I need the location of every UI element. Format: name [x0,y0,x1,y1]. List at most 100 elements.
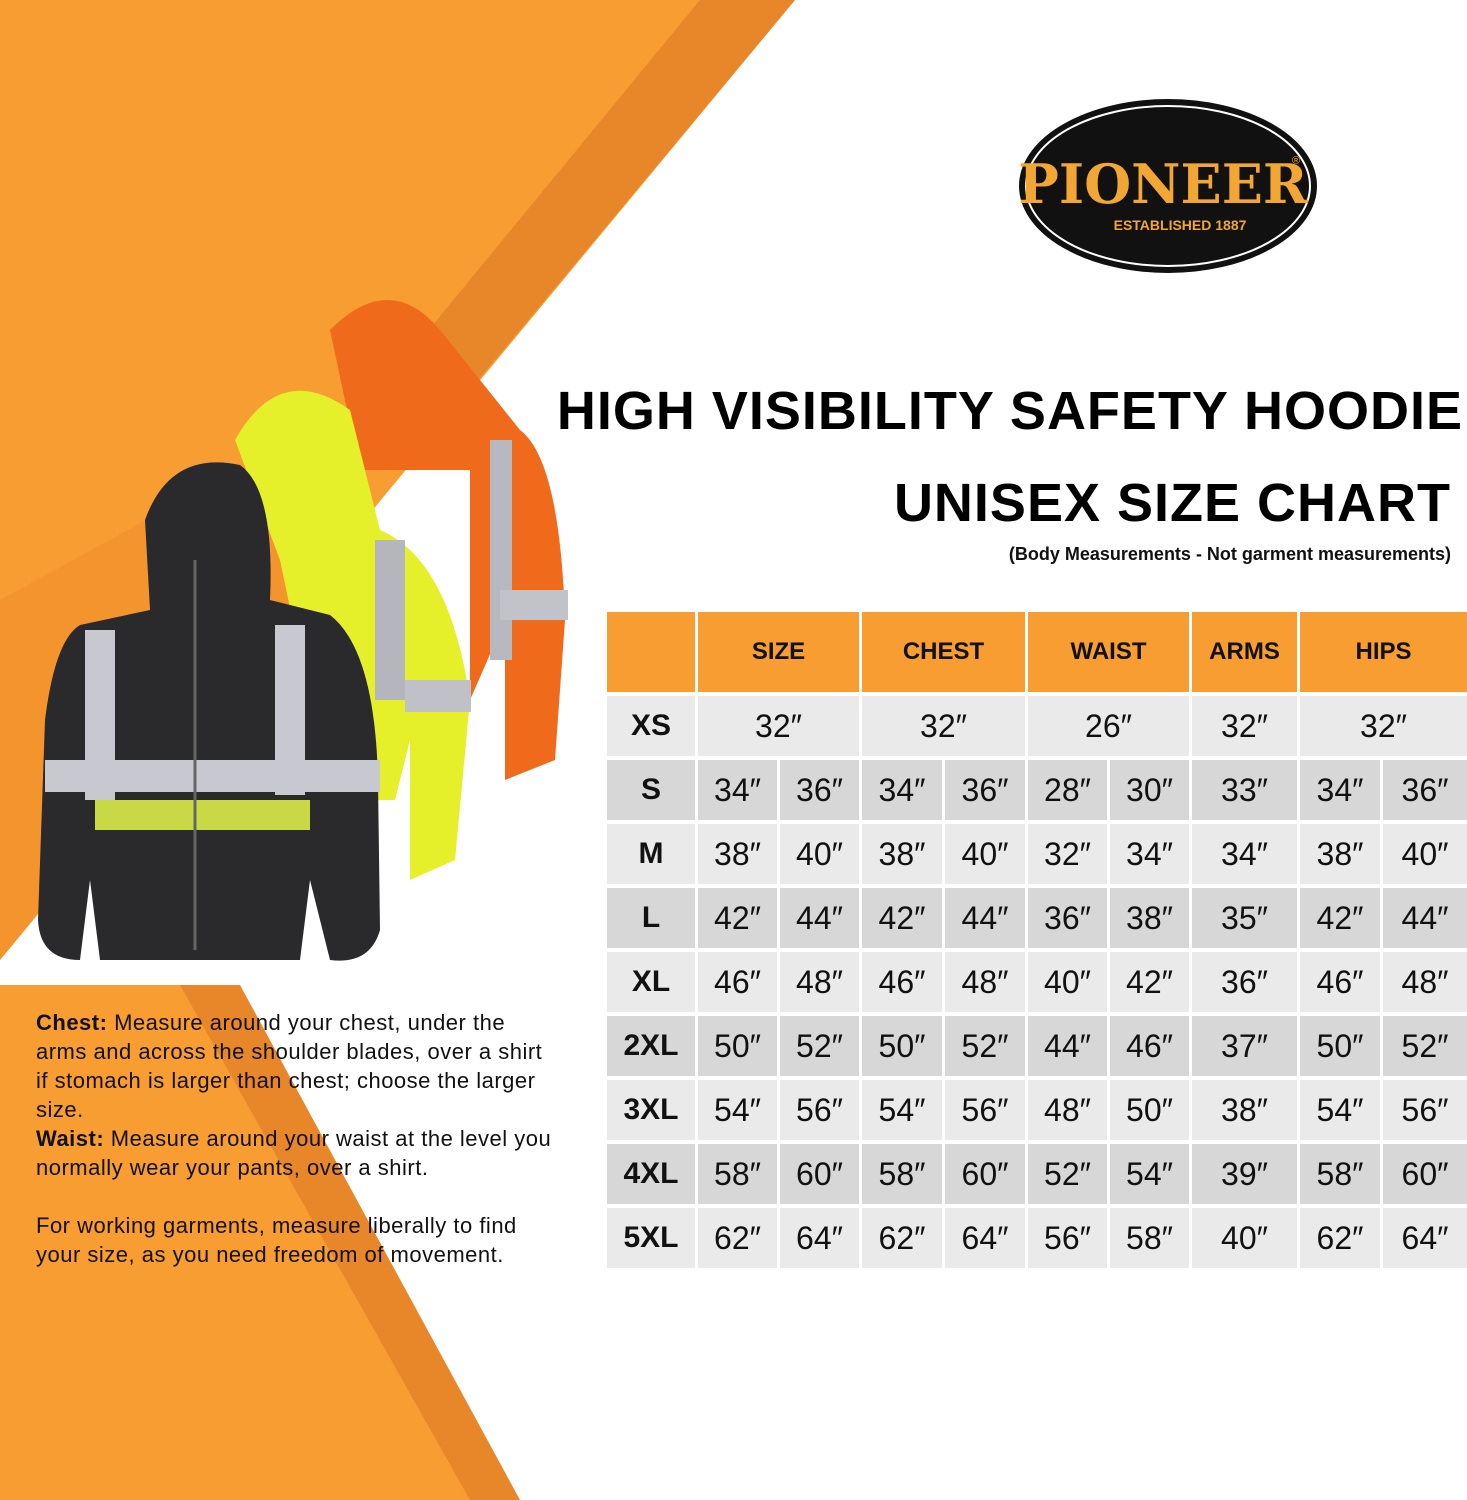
hips-value: 58″ [1300,1144,1380,1204]
size-value: 44″ [780,888,859,948]
waist-text: Measure around your waist at the level y… [36,1126,552,1180]
waist-value: 34″ [1110,824,1189,884]
chest-value: 46″ [862,952,942,1012]
hips-value: 36″ [1383,760,1467,820]
waist-value: 54″ [1110,1144,1189,1204]
header-arms: ARMS [1192,612,1297,692]
chest-value: 32″ [862,696,1025,756]
chest-value: 44″ [945,888,1025,948]
svg-text:ESTABLISHED 1887: ESTABLISHED 1887 [1114,217,1247,233]
size-value: 42″ [698,888,777,948]
svg-text:PIONEER: PIONEER [1018,152,1309,216]
waist-value: 56″ [1028,1208,1107,1268]
chest-value: 34″ [862,760,942,820]
hips-value: 62″ [1300,1208,1380,1268]
waist-value: 38″ [1110,888,1189,948]
waist-value: 42″ [1110,952,1189,1012]
waist-value: 46″ [1110,1016,1189,1076]
arms-value: 35″ [1192,888,1297,948]
hoodie-orange-image [330,300,568,780]
size-chart-table: SIZE CHEST WAIST ARMS HIPS XS 32″ 32″ 26″ 32″ 32″ S… [607,612,1467,1268]
hips-value: 38″ [1300,824,1380,884]
chest-value: 60″ [945,1144,1025,1204]
header-size: SIZE [698,612,859,692]
waist-value: 30″ [1110,760,1189,820]
hips-value: 52″ [1383,1016,1467,1076]
chest-value: 40″ [945,824,1025,884]
hips-value: 54″ [1300,1080,1380,1140]
size-value: 54″ [698,1080,777,1140]
chest-value: 48″ [945,952,1025,1012]
arms-value: 32″ [1192,696,1297,756]
waist-value: 48″ [1028,1080,1107,1140]
hips-value: 60″ [1383,1144,1467,1204]
hips-value: 48″ [1383,952,1467,1012]
waist-value: 52″ [1028,1144,1107,1204]
size-value: 62″ [698,1208,777,1268]
chest-value: 62″ [862,1208,942,1268]
chest-label: Chest: [36,1010,108,1035]
row-label: XL [607,952,695,1012]
chest-value: 52″ [945,1016,1025,1076]
chest-value: 54″ [862,1080,942,1140]
pioneer-logo: PIONEER ® ESTABLISHED 1887 [1018,99,1317,273]
waist-value: 58″ [1110,1208,1189,1268]
row-label: 3XL [607,1080,695,1140]
hoodie-black-image [38,462,380,961]
chest-value: 58″ [862,1144,942,1204]
size-value: 58″ [698,1144,777,1204]
arms-value: 34″ [1192,824,1297,884]
hips-value: 44″ [1383,888,1467,948]
arms-value: 38″ [1192,1080,1297,1140]
header-hips: HIPS [1300,612,1467,692]
waist-value: 28″ [1028,760,1107,820]
header-corner [607,612,695,692]
size-value: 32″ [698,696,859,756]
chest-value: 64″ [945,1208,1025,1268]
size-value: 36″ [780,760,859,820]
chest-value: 56″ [945,1080,1025,1140]
chest-value: 38″ [862,824,942,884]
svg-text:®: ® [1292,155,1300,167]
measuring-instructions: Chest: Measure around your chest, under … [36,1008,556,1269]
hips-value: 46″ [1300,952,1380,1012]
row-label: S [607,760,695,820]
hips-value: 64″ [1383,1208,1467,1268]
hips-value: 42″ [1300,888,1380,948]
header-waist: WAIST [1028,612,1189,692]
row-label: M [607,824,695,884]
waist-value: 26″ [1028,696,1189,756]
row-label: XS [607,696,695,756]
waist-value: 32″ [1028,824,1107,884]
chest-text: Measure around your chest, under the arm… [36,1010,543,1122]
size-value: 64″ [780,1208,859,1268]
chest-value: 50″ [862,1016,942,1076]
page-title: HIGH VISIBILITY SAFETY HOODIE [556,381,1463,441]
size-value: 56″ [780,1080,859,1140]
size-value: 46″ [698,952,777,1012]
waist-value: 40″ [1028,952,1107,1012]
chest-value: 42″ [862,888,942,948]
hips-value: 56″ [1383,1080,1467,1140]
row-label: 2XL [607,1016,695,1076]
size-value: 48″ [780,952,859,1012]
size-value: 34″ [698,760,777,820]
size-value: 50″ [698,1016,777,1076]
size-value: 40″ [780,824,859,884]
chest-value: 36″ [945,760,1025,820]
waist-value: 36″ [1028,888,1107,948]
arms-value: 36″ [1192,952,1297,1012]
waist-value: 44″ [1028,1016,1107,1076]
size-value: 60″ [780,1144,859,1204]
arms-value: 37″ [1192,1016,1297,1076]
waist-value: 50″ [1110,1080,1189,1140]
hips-value: 34″ [1300,760,1380,820]
measurement-note: (Body Measurements - Not garment measure… [1008,544,1451,564]
row-label: 5XL [607,1208,695,1268]
row-label: 4XL [607,1144,695,1204]
hips-value: 50″ [1300,1016,1380,1076]
arms-value: 40″ [1192,1208,1297,1268]
size-value: 52″ [780,1016,859,1076]
size-value: 38″ [698,824,777,884]
